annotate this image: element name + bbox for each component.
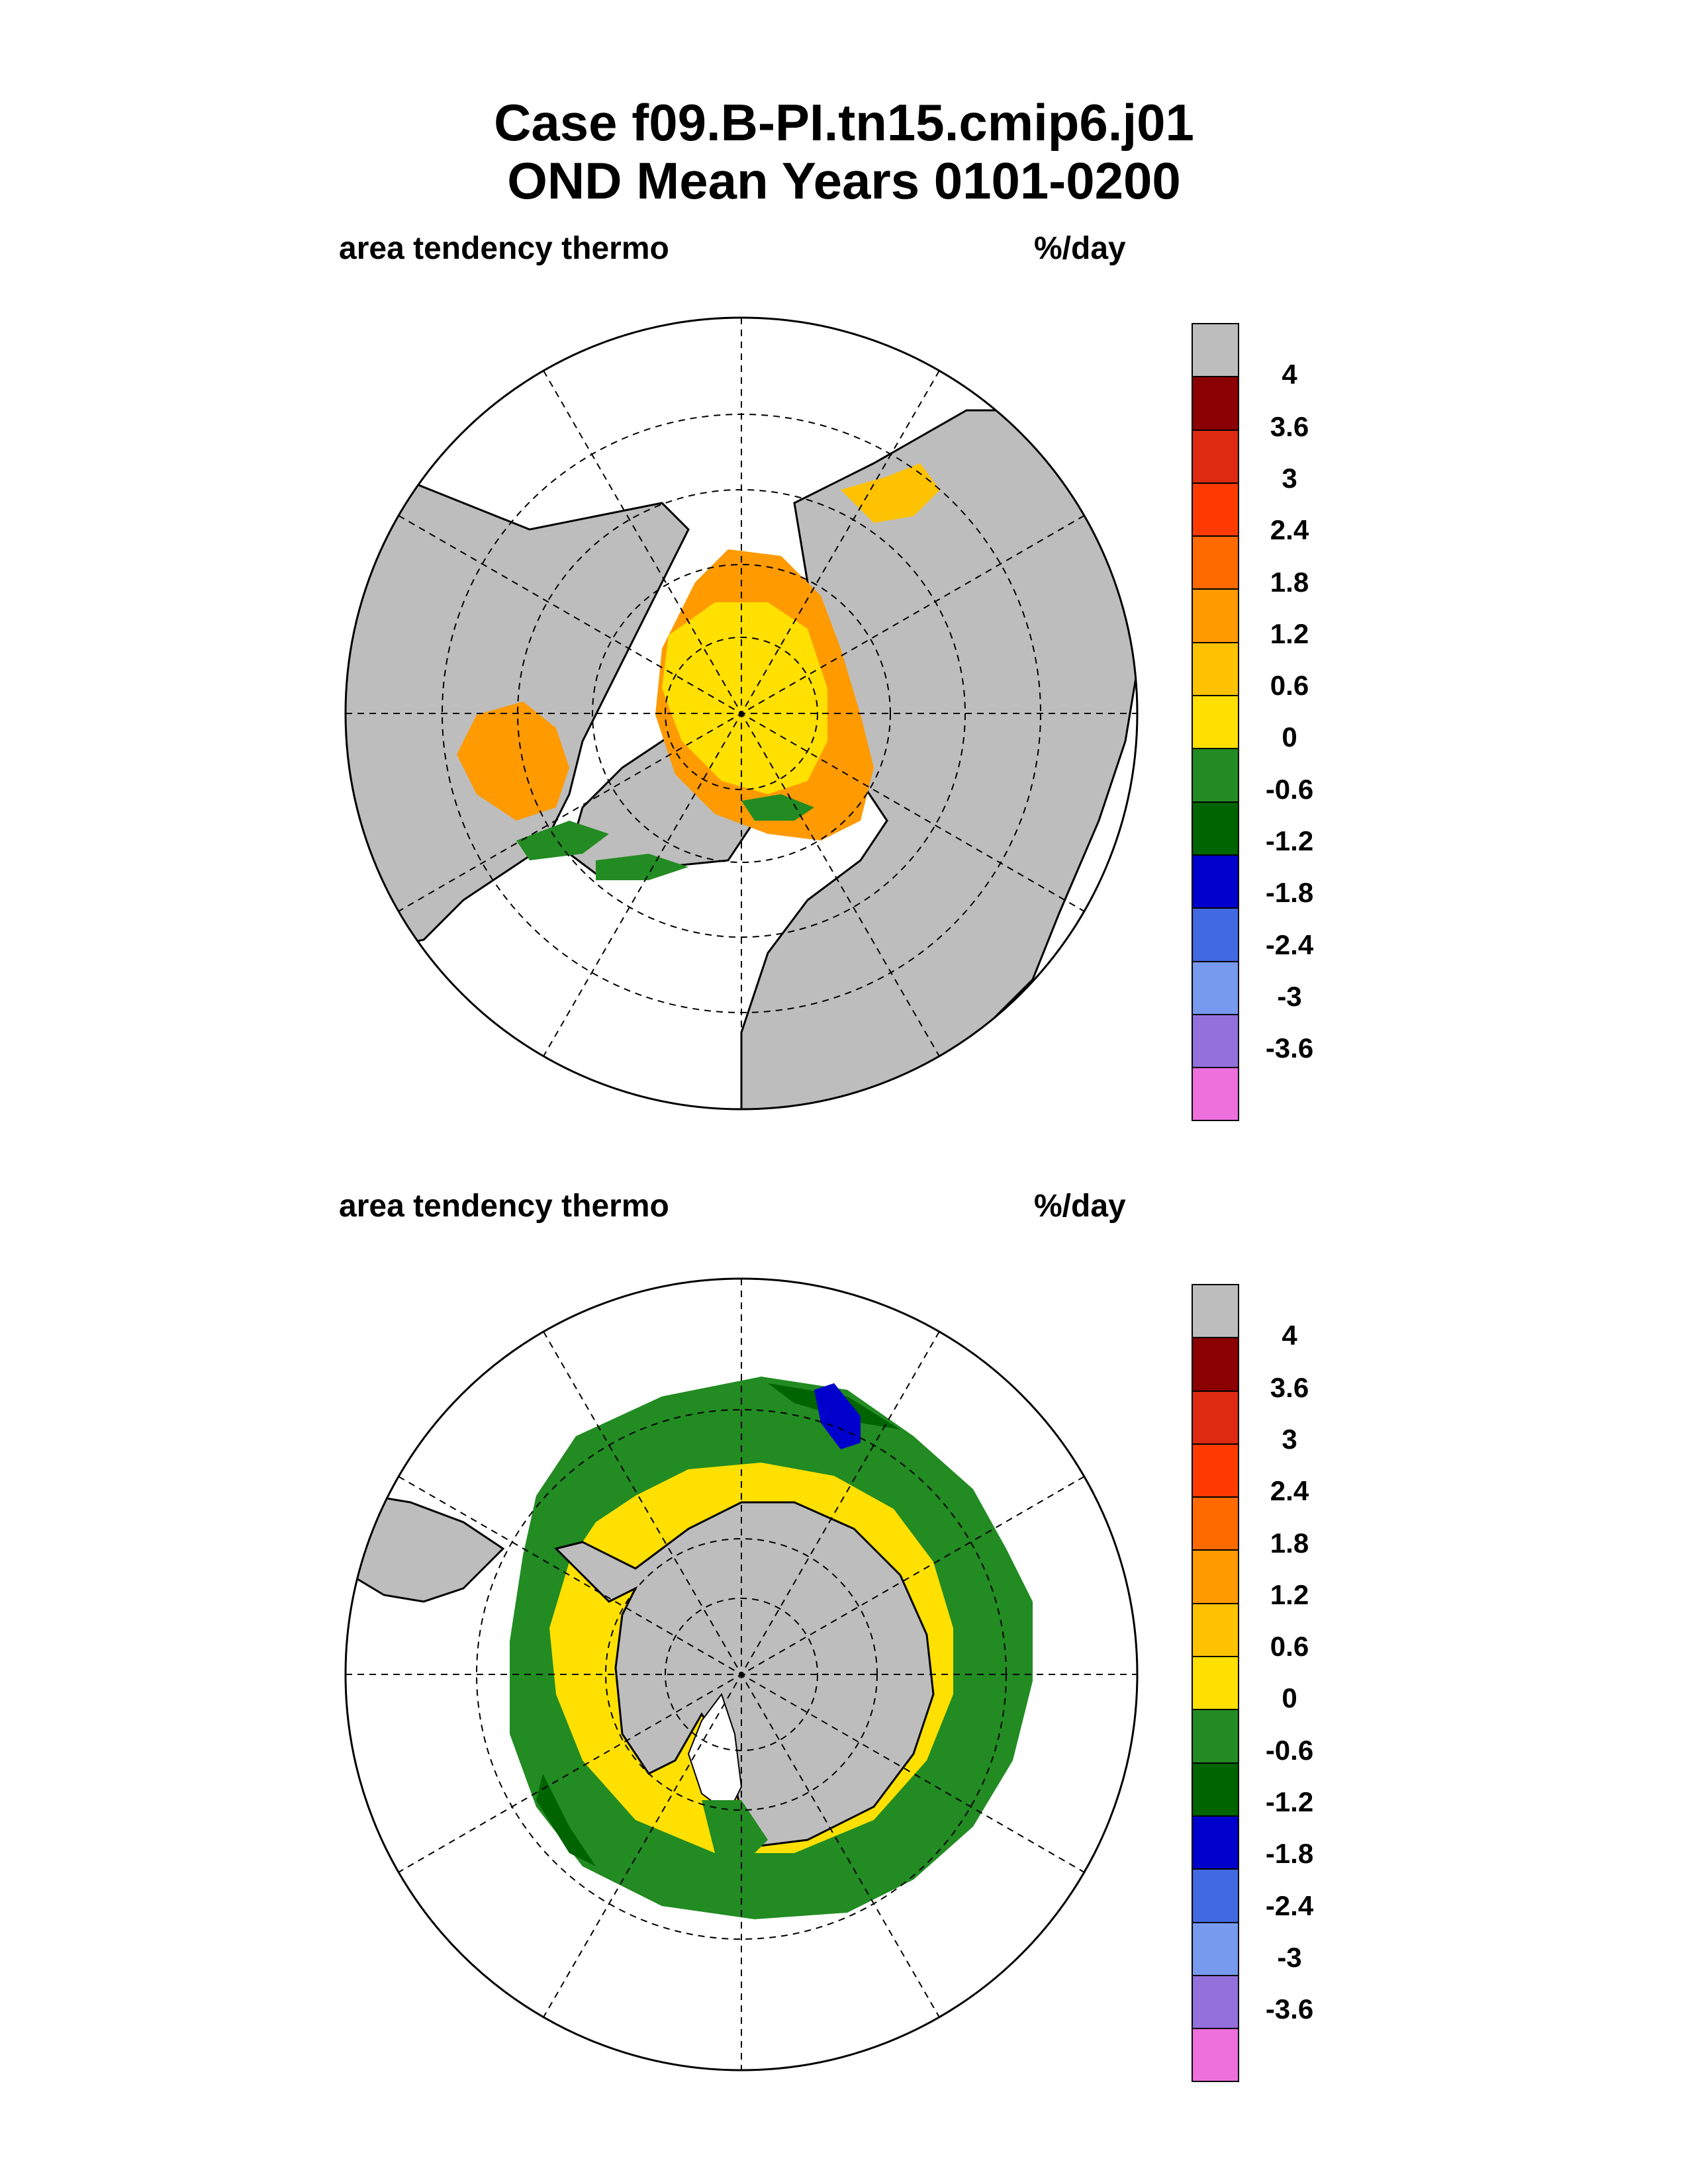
panel2-variable-label: area tendency thermo: [339, 1189, 669, 1224]
colorbar-south-swatch: [1192, 1974, 1239, 2028]
colorbar-south-swatch: [1192, 1656, 1239, 1709]
colorbar-south-tick-label: 2.4: [1270, 1475, 1309, 1507]
colorbar-north-tick-label: -3: [1277, 980, 1302, 1012]
plot-title-case: Case f09.B-PI.tn15.cmip6.j01: [494, 93, 1194, 152]
south-america-land: [346, 1494, 505, 1603]
colorbar-north-tick-label: 3: [1282, 462, 1297, 494]
hudson-bay-ice: [457, 702, 569, 821]
colorbar-south-swatch: [1192, 1337, 1239, 1390]
baffin-green-edge: [516, 821, 609, 860]
colorbar-south-tick-label: -1.2: [1265, 1786, 1314, 1817]
panel1-variable-label: area tendency thermo: [339, 231, 669, 266]
colorbar-south-tick-label: -0.6: [1265, 1734, 1314, 1766]
colorbar-south-swatch: [1192, 1390, 1239, 1443]
colorbar-north-swatch: [1192, 695, 1239, 749]
negative-tendency-blue: [814, 1383, 861, 1449]
colorbar-north-swatch: [1192, 1013, 1239, 1068]
south-graticule: [346, 1279, 1137, 2070]
colorbar-south-tick-label: 1.2: [1270, 1578, 1309, 1610]
dark-green-band-west: [536, 1774, 596, 1866]
colorbar-south-swatch: [1192, 1815, 1239, 1869]
colorbar-south-swatch: [1192, 1868, 1239, 1922]
colorbar-south-tick-label: 3: [1282, 1423, 1297, 1455]
colorbar-north-swatch: [1192, 641, 1239, 696]
colorbar-south-swatch: [1192, 1284, 1239, 1338]
panel1-units-label: %/day: [1034, 231, 1126, 266]
colorbar-south-tick-label: 4: [1282, 1320, 1297, 1351]
colorbar-north-swatch: [1192, 323, 1239, 377]
barents-green: [741, 794, 814, 821]
colorbar-south-tick-label: -1.8: [1265, 1838, 1314, 1870]
panel2-units-label: %/day: [1034, 1189, 1126, 1224]
plot-title-period: OND Mean Years 0101-0200: [507, 152, 1181, 210]
colorbar-south-swatch: [1192, 1921, 1239, 1975]
okhotsk-ice: [841, 463, 940, 523]
colorbar-north-tick-label: 1.2: [1270, 617, 1309, 649]
colorbar-south-tick-label: 0.6: [1270, 1631, 1309, 1662]
colorbar-north-tick-label: -1.2: [1265, 825, 1314, 856]
north-graticule: [346, 318, 1137, 1109]
colorbar-north-tick-label: -3.6: [1265, 1032, 1314, 1064]
colorbar-south-swatch: [1192, 1709, 1239, 1762]
colorbar-north: [1192, 323, 1239, 1122]
colorbar-north-swatch: [1192, 429, 1239, 482]
colorbar-north-tick-label: 3.6: [1270, 410, 1309, 442]
colorbar-north-swatch: [1192, 801, 1239, 854]
colorbar-south-swatch: [1192, 1549, 1239, 1603]
ross-sea-green: [702, 1800, 768, 1866]
south-map-content: [346, 1377, 1033, 1919]
colorbar-south-swatch: [1192, 1602, 1239, 1657]
colorbar-south-tick-label: -3.6: [1265, 1993, 1314, 2025]
colorbar-south-tick-label: 3.6: [1270, 1371, 1309, 1403]
colorbar-north-tick-label: 0.6: [1270, 670, 1309, 702]
colorbar-south-swatch: [1192, 1762, 1239, 1815]
greenland-sea-green: [596, 854, 688, 880]
colorbar-north-swatch: [1192, 960, 1239, 1014]
colorbar-north-tick-label: 4: [1282, 359, 1297, 390]
colorbar-north-tick-label: 1.8: [1270, 566, 1309, 598]
colorbar-north-swatch: [1192, 748, 1239, 801]
colorbar-north-tick-label: -2.4: [1265, 929, 1314, 960]
colorbar-north-swatch: [1192, 907, 1239, 961]
colorbar-south-swatch: [1192, 1443, 1239, 1497]
colorbar-north-tick-label: -0.6: [1265, 773, 1314, 805]
colorbar-south-swatch: [1192, 2028, 1239, 2083]
colorbar-south-tick-label: -3: [1277, 1941, 1302, 1973]
colorbar-north-swatch: [1192, 535, 1239, 589]
colorbar-north-swatch: [1192, 854, 1239, 908]
colorbar-south: [1192, 1284, 1239, 2083]
arctic-ice-yellow: [662, 602, 827, 794]
colorbar-north-tick-label: 2.4: [1270, 514, 1309, 546]
colorbar-north-swatch: [1192, 588, 1239, 642]
colorbar-south-tick-label: -2.4: [1265, 1889, 1314, 1921]
colorbar-north-swatch: [1192, 376, 1239, 430]
colorbar-north-tick-label: 0: [1282, 721, 1297, 753]
colorbar-south-tick-label: 1.8: [1270, 1527, 1309, 1559]
colorbar-north-swatch: [1192, 482, 1239, 536]
colorbar-north-tick-label: -1.8: [1265, 877, 1314, 909]
colorbar-north-swatch: [1192, 1067, 1239, 1122]
colorbar-south-tick-label: 0: [1282, 1682, 1297, 1714]
colorbar-south-swatch: [1192, 1496, 1239, 1550]
